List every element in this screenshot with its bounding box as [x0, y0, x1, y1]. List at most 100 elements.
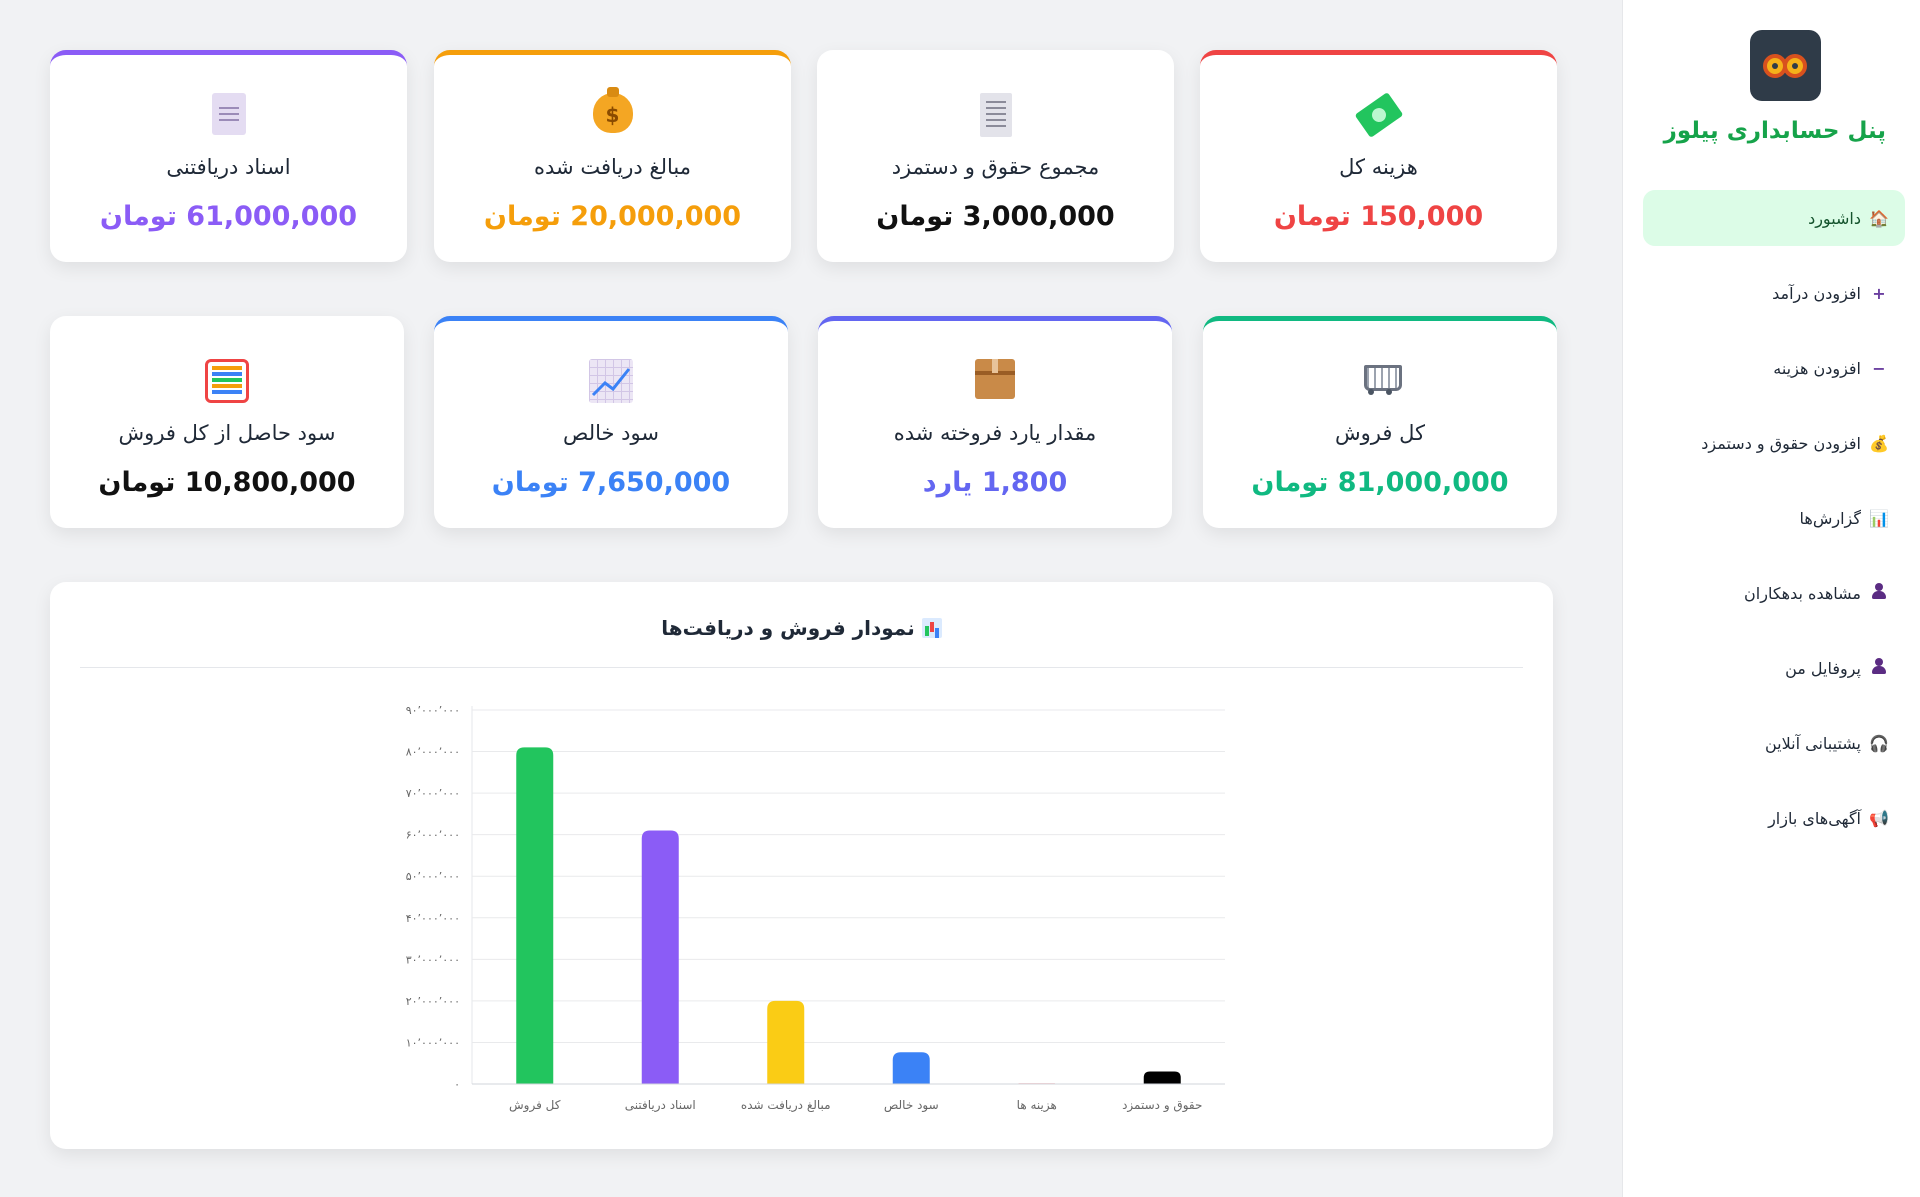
card-total-salary: مجموع حقوق و دستمزد 3,000,000 تومان: [817, 50, 1174, 262]
sidebar-item-profile[interactable]: پروفایل من: [1643, 640, 1905, 696]
chart-title: نمودار فروش و دریافت‌ها: [50, 616, 1553, 640]
brand-title: پنل حسابداری پیلوز: [1663, 118, 1886, 144]
card-title: سود حاصل از کل فروش: [118, 421, 336, 445]
card-amount: 10,800,000: [184, 467, 356, 498]
minus-icon: −: [1872, 358, 1886, 378]
card-amount: 7,650,000: [578, 467, 731, 498]
card-received-amounts: مبالغ دریافت شده 20,000,000 تومان: [434, 50, 791, 262]
card-title: کل فروش: [1335, 421, 1425, 445]
card-title: مقدار یارد فروخته شده: [893, 421, 1097, 445]
sidebar-nav: 🏠 داشبورد + افزودن درآمد − افزودن هزینه …: [1643, 190, 1905, 865]
card-value: 81,000,000 تومان: [1203, 467, 1557, 498]
house-icon: 🏠: [1869, 208, 1889, 228]
card-value: 20,000,000 تومان: [434, 201, 791, 232]
x-tick-label: حقوق و دستمزد: [1122, 1098, 1202, 1113]
y-tick-label: ۵۰٬۰۰۰٬۰۰۰: [406, 870, 460, 883]
sidebar-item-reports[interactable]: 📊 گزارش‌ها: [1643, 490, 1905, 546]
x-tick-label: اسناد دریافتنی: [625, 1098, 696, 1113]
card-amount: 3,000,000: [962, 201, 1115, 232]
sidebar-item-label: گزارش‌ها: [1799, 508, 1861, 528]
card-amount: 81,000,000: [1337, 467, 1509, 498]
money-icon: [1354, 92, 1403, 138]
bar-chart-icon: [921, 618, 942, 638]
card-title: مجموع حقوق و دستمزد: [891, 155, 1100, 179]
y-tick-label: ۳۰٬۰۰۰٬۰۰۰: [406, 953, 460, 966]
card-unit: تومان: [98, 467, 176, 498]
chart-title-text: نمودار فروش و دریافت‌ها: [661, 616, 915, 640]
card-amount: 1,800: [981, 467, 1068, 498]
y-tick-label: ۱۰٬۰۰۰٬۰۰۰: [406, 1036, 460, 1049]
sidebar-item-support[interactable]: 🎧 پشتیبانی آنلاین: [1643, 715, 1905, 771]
card-title: اسناد دریافتنی: [166, 155, 291, 179]
bar[interactable]: [1143, 1071, 1181, 1084]
chart-divider: [80, 667, 1523, 668]
x-tick-label: هزینه ها: [1017, 1098, 1057, 1113]
sidebar-item-debtors[interactable]: مشاهده بدهکاران: [1643, 565, 1905, 621]
bar[interactable]: [641, 830, 679, 1084]
sidebar-item-label: پشتیبانی آنلاین: [1764, 733, 1861, 753]
card-receivable-documents: اسناد دریافتنی 61,000,000 تومان: [50, 50, 407, 262]
megaphone-icon: 📢: [1869, 808, 1889, 828]
x-tick-label: سود خالص: [884, 1098, 939, 1113]
bar-chart-icon: 📊: [1869, 508, 1889, 528]
user-icon: [1869, 583, 1889, 603]
trend-up-icon: [589, 359, 633, 403]
sidebar-item-dashboard[interactable]: 🏠 داشبورد: [1643, 190, 1905, 246]
y-tick-label: ۰: [454, 1078, 460, 1091]
card-unit: تومان: [1273, 201, 1351, 232]
package-icon: [975, 359, 1015, 399]
sidebar: پنل حسابداری پیلوز 🏠 داشبورد + افزودن در…: [1622, 0, 1920, 1197]
y-tick-label: ۶۰٬۰۰۰٬۰۰۰: [406, 829, 460, 842]
y-tick-label: ۲۰٬۰۰۰٬۰۰۰: [406, 995, 460, 1008]
plus-icon: +: [1872, 283, 1886, 303]
chart-card: نمودار فروش و دریافت‌ها ۰ ۱۰٬۰۰۰٬۰۰۰ ۲۰٬۰۰…: [50, 582, 1553, 1149]
card-unit: تومان: [1251, 467, 1329, 498]
card-unit: تومان: [491, 467, 569, 498]
y-tick-label: ۴۰٬۰۰۰٬۰۰۰: [406, 912, 460, 925]
x-tick-label: کل فروش: [509, 1098, 561, 1113]
card-title: سود خالص: [563, 421, 659, 445]
card-value: 1,800 یارد: [818, 467, 1172, 498]
sidebar-item-label: افزودن درآمد: [1772, 283, 1861, 303]
money-bag-icon: [592, 87, 633, 133]
card-unit: تومان: [483, 201, 561, 232]
sidebar-item-label: افزودن هزینه: [1773, 358, 1861, 378]
sidebar-item-add-income[interactable]: + افزودن درآمد: [1643, 265, 1905, 321]
card-title: هزینه کل: [1339, 155, 1418, 179]
card-total-sales: کل فروش 81,000,000 تومان: [1203, 316, 1557, 528]
bar-chart: ۰ ۱۰٬۰۰۰٬۰۰۰ ۲۰٬۰۰۰٬۰۰۰ ۳۰٬۰۰۰٬۰۰۰ ۴۰٬۰۰۰٬۰۰…: [406, 704, 1225, 1113]
sidebar-item-label: آگهی‌های بازار: [1768, 808, 1861, 828]
card-unit: تومان: [99, 201, 177, 232]
card-value: 3,000,000 تومان: [817, 201, 1174, 232]
card-amount: 20,000,000: [570, 201, 742, 232]
money-bag-icon: 💰: [1869, 433, 1889, 453]
card-value: 10,800,000 تومان: [50, 467, 404, 498]
y-tick-label: ۸۰٬۰۰۰٬۰۰۰: [406, 746, 460, 759]
headphones-icon: 🎧: [1869, 733, 1889, 753]
bar[interactable]: [892, 1052, 930, 1084]
card-total-expense: هزینه کل 150,000 تومان: [1200, 50, 1557, 262]
card-net-profit: سود خالص 7,650,000 تومان: [434, 316, 788, 528]
sidebar-item-label: داشبورد: [1808, 208, 1861, 228]
sidebar-item-label: پروفایل من: [1785, 658, 1861, 678]
card-title: مبالغ دریافت شده: [534, 155, 691, 179]
card-amount: 150,000: [1360, 201, 1484, 232]
card-sales-profit: سود حاصل از کل فروش 10,800,000 تومان: [50, 316, 404, 528]
card-unit: یارد: [922, 467, 973, 498]
card-value: 150,000 تومان: [1200, 201, 1557, 232]
x-tick-label: مبالغ دریافت شده: [741, 1098, 831, 1113]
bar[interactable]: [767, 1000, 805, 1084]
user-icon: [1869, 658, 1889, 678]
sidebar-item-add-expense[interactable]: − افزودن هزینه: [1643, 340, 1905, 396]
sidebar-item-add-salary[interactable]: 💰 افزودن حقوق و دستمزد: [1643, 415, 1905, 471]
sidebar-item-market-ads[interactable]: 📢 آگهی‌های بازار: [1643, 790, 1905, 846]
cart-icon: [1358, 359, 1402, 399]
bar[interactable]: [516, 747, 554, 1084]
sidebar-item-label: افزودن حقوق و دستمزد: [1701, 433, 1861, 453]
app-logo[interactable]: [1750, 30, 1821, 101]
y-tick-label: ۹۰٬۰۰۰٬۰۰۰: [406, 704, 460, 717]
card-value: 61,000,000 تومان: [50, 201, 407, 232]
abacus-icon: [205, 359, 249, 403]
card-value: 7,650,000 تومان: [434, 467, 788, 498]
receipt-icon: [979, 93, 1012, 137]
